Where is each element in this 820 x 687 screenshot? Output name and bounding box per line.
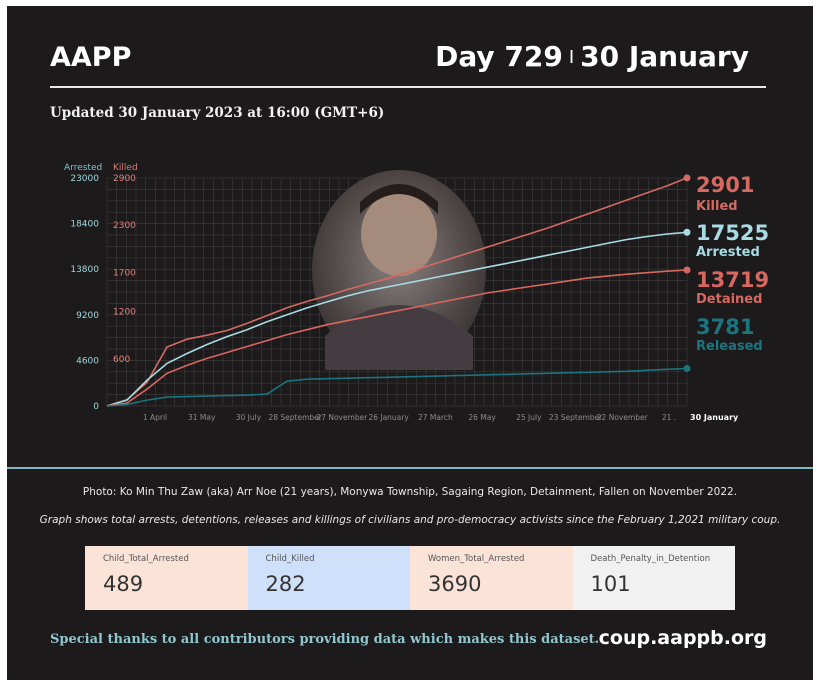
series-line-released: [106, 367, 688, 407]
stat-death-penalty: Death_Penalty_in_Detention 101: [572, 546, 735, 610]
x-tick-label: 23 September: [549, 413, 603, 422]
thanks-note: Special thanks to all contributors provi…: [50, 632, 600, 647]
series-value-arrested: 17525: [696, 221, 769, 245]
series-label-detained: Detained: [696, 292, 762, 307]
stat-label: Child_Killed: [265, 554, 315, 564]
x-tick-label: 25 July: [516, 413, 542, 422]
x-tick-label: 1 April: [143, 413, 167, 422]
series-label-arrested: Arrested: [696, 245, 760, 260]
stat-label: Child_Total_Arrested: [103, 554, 189, 564]
brand-title: AAPP: [50, 42, 132, 73]
series-value-detained: 13719: [696, 268, 769, 292]
stat-label: Death_Penalty_in_Detention: [590, 554, 711, 564]
right-tick-label: 600: [113, 355, 130, 365]
left-tick-label: 18400: [70, 220, 99, 230]
series-end-dot-killed: [683, 174, 691, 182]
right-tick-label: 1200: [113, 308, 136, 318]
x-end-label: 30 January: [690, 413, 739, 422]
website-link[interactable]: coup.aappb.org: [598, 627, 767, 649]
right-tick-label: 1700: [113, 268, 136, 278]
stat-women-total-arrested: Women_Total_Arrested 3690: [410, 546, 573, 610]
series-end-dot-detained: [683, 266, 691, 274]
left-tick-label: 0: [93, 402, 99, 412]
stat-value: 101: [590, 572, 631, 596]
left-tick-label: 13800: [70, 265, 99, 275]
x-tick-label: 28 September: [268, 413, 322, 422]
series-value-killed: 2901: [696, 173, 754, 197]
series-end-dot-arrested: [683, 228, 691, 236]
header-date: 30 January: [580, 40, 749, 73]
stat-child-killed: Child_Killed 282: [247, 546, 410, 610]
stat-child-total-arrested: Child_Total_Arrested 489: [85, 546, 248, 610]
day-count: Day 729: [435, 40, 563, 73]
header-separator: I: [568, 47, 575, 68]
infographic-panel: AAPP Day 729 I 30 January Updated 30 Janua…: [7, 6, 813, 680]
series-label-released: Released: [696, 339, 763, 354]
header-divider: [50, 86, 766, 88]
series-line-killed: [106, 177, 688, 407]
series-label-killed: Killed: [696, 199, 738, 214]
x-tick-label: 27 March: [418, 413, 453, 422]
series-line-arrested: [106, 231, 688, 407]
left-tick-label: 23000: [70, 174, 99, 184]
stat-value: 282: [265, 572, 306, 596]
updated-timestamp: Updated 30 January 2023 at 16:00 (GMT+6): [50, 105, 385, 121]
photo-caption: Photo: Ko Min Thu Zaw (aka) Arr Noe (21 …: [82, 486, 738, 498]
x-tick-label: 31 May: [188, 413, 216, 422]
left-tick-label: 9200: [76, 311, 99, 321]
section-divider: [7, 467, 813, 469]
cumulative-line-chart: Arrested Killed 0 4600 9200 13800 18400 23000 60…: [64, 163, 769, 422]
stats-bar: Child_Total_Arrested 489 Child_Killed 28…: [85, 546, 735, 610]
stat-value: 3690: [428, 572, 482, 596]
x-tick-label: 22 November: [597, 413, 649, 422]
series-line-detained: [106, 269, 688, 407]
stat-label: Women_Total_Arrested: [428, 554, 525, 564]
portrait-photo: [312, 170, 486, 370]
series-end-dot-released: [683, 365, 691, 373]
right-tick-label: 2300: [113, 221, 136, 231]
x-tick-label: 26 January: [368, 413, 409, 422]
x-tick-label: 27 November: [316, 413, 368, 422]
graph-caption: Graph shows total arrests, detentions, r…: [39, 514, 781, 526]
series-value-released: 3781: [696, 315, 754, 339]
stat-value: 489: [103, 572, 144, 596]
x-tick-label: 26 May: [468, 413, 496, 422]
x-tick-label: 30 July: [236, 413, 262, 422]
x-tick-label: 21 .: [662, 413, 676, 422]
right-axis-title: Killed: [113, 163, 138, 173]
left-axis-title: Arrested: [64, 163, 102, 173]
day-date-header: Day 729 I 30 January: [435, 40, 749, 73]
left-tick-label: 4600: [76, 356, 99, 366]
right-tick-label: 2900: [113, 174, 136, 184]
